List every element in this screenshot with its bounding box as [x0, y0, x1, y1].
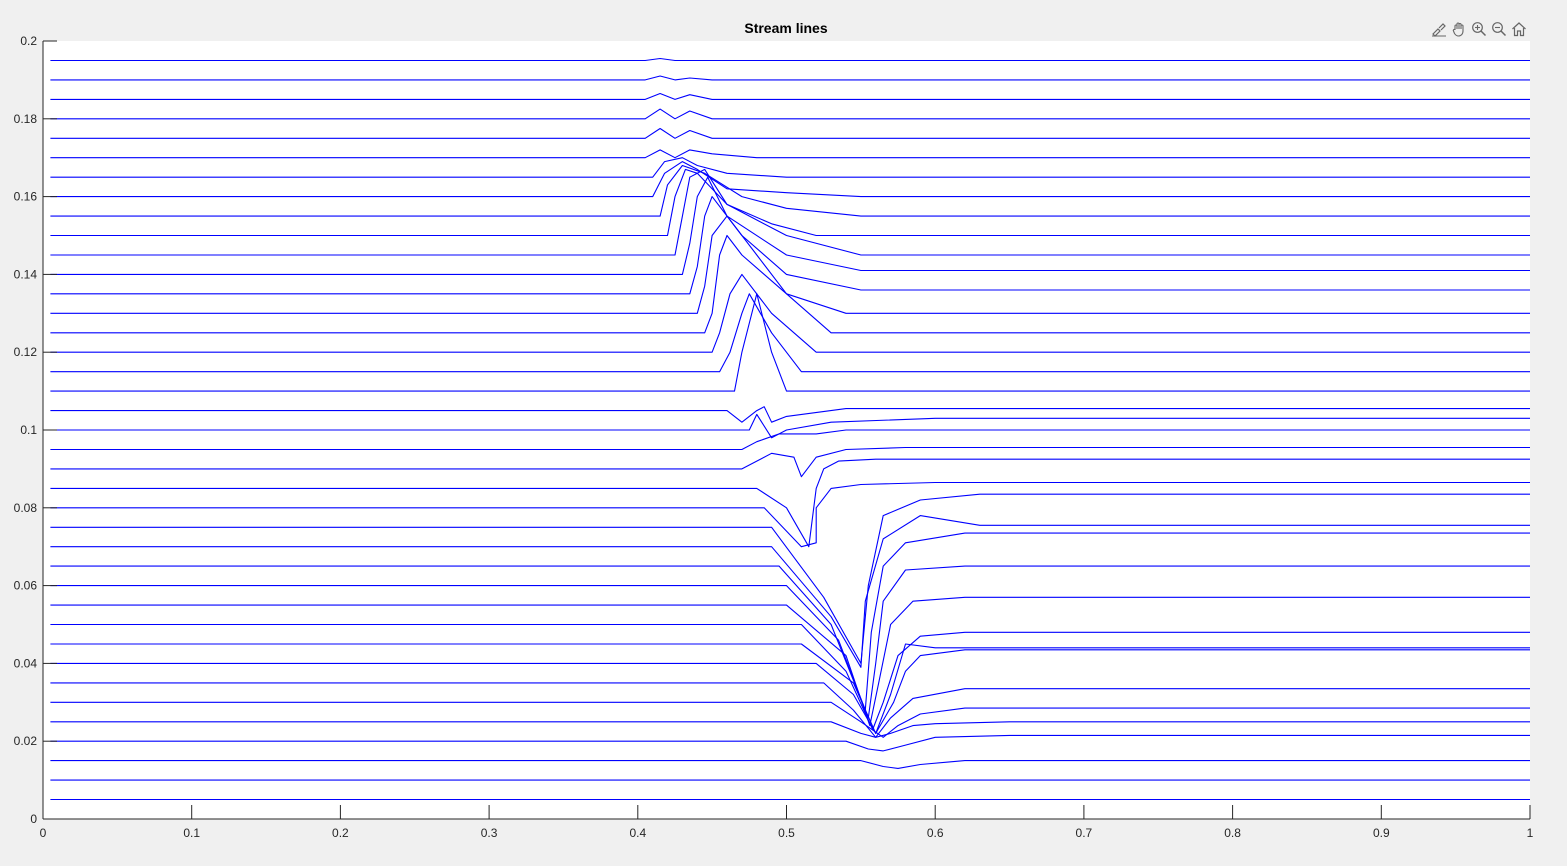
x-tick-label: 0.2: [332, 826, 349, 840]
stream-line-23: [50, 273, 1530, 353]
y-tick-label: 0.1: [20, 423, 37, 437]
x-tick-label: 1: [1527, 826, 1534, 840]
y-tick-label: 0.16: [14, 190, 38, 204]
home-icon[interactable]: [1509, 20, 1528, 39]
pan-hand-icon[interactable]: [1449, 20, 1468, 39]
stream-line-36: [50, 92, 1530, 100]
brush-icon[interactable]: [1429, 20, 1448, 39]
stream-line-20: [50, 406, 1530, 423]
stream-line-11: [50, 565, 1530, 719]
axes-toolbar: [1429, 19, 1528, 39]
y-tick-label: 0: [30, 812, 37, 826]
stream-line-37: [50, 75, 1530, 81]
stream-line-26: [50, 196, 1530, 295]
stream-line-31: [50, 161, 1530, 198]
stream-line-13: [50, 515, 1530, 668]
stream-line-8: [50, 643, 1530, 734]
stream-line-7: [50, 649, 1530, 734]
x-tick-label: 0.6: [927, 826, 944, 840]
y-tick-label: 0.12: [14, 345, 38, 359]
chart-title: Stream lines: [744, 20, 827, 36]
zoom-in-icon[interactable]: [1469, 20, 1488, 39]
stream-line-15: [50, 481, 1530, 548]
stream-line-14: [50, 493, 1530, 664]
x-tick-label: 0.9: [1373, 826, 1390, 840]
stream-line-27: [50, 176, 1530, 275]
stream-line-29: [50, 168, 1530, 237]
y-tick-label: 0.14: [14, 267, 38, 281]
stream-line-16: [50, 458, 1530, 548]
stream-line-10: [50, 596, 1530, 727]
series-layer: [50, 57, 1530, 801]
stream-line-6: [50, 682, 1530, 738]
y-tick-label: 0.08: [14, 501, 38, 515]
stream-line-24: [50, 234, 1530, 334]
stream-line-28: [50, 168, 1530, 256]
x-tick-label: 0.1: [183, 826, 200, 840]
y-tick-label: 0.06: [14, 579, 38, 593]
stream-line-17: [50, 446, 1530, 478]
stream-line-9: [50, 623, 1530, 731]
stream-line-22: [50, 293, 1530, 373]
x-tick-label: 0.7: [1076, 826, 1093, 840]
stream-line-38: [50, 57, 1530, 62]
stream-line-33: [50, 149, 1530, 159]
stream-line-12: [50, 532, 1530, 711]
stream-line-5: [50, 701, 1530, 738]
stream-line-2: [50, 760, 1530, 769]
x-tick-label: 0.3: [481, 826, 498, 840]
y-tick-label: 0.18: [14, 112, 38, 126]
stream-line-18: [50, 429, 1530, 451]
stream-line-4: [50, 721, 1530, 738]
stream-line-32: [50, 157, 1530, 178]
stream-line-34: [50, 127, 1530, 139]
x-tick-label: 0.5: [778, 826, 795, 840]
stream-line-19: [50, 413, 1530, 439]
y-tick-label: 0.04: [14, 656, 38, 670]
zoom-out-icon[interactable]: [1489, 20, 1508, 39]
x-tick-label: 0.8: [1224, 826, 1241, 840]
y-tick-label: 0.02: [14, 734, 38, 748]
x-tick-label: 0: [40, 826, 47, 840]
y-tick-label: 0.2: [20, 34, 37, 48]
stream-line-35: [50, 108, 1530, 120]
stream-line-3: [50, 734, 1530, 752]
stream-line-30: [50, 164, 1530, 217]
axes-layer: 0 0.1 0.2 0.3 0.4 0.5 0.6 0.7 0.8 0.9 1 0 0.02 0.04 0.…: [14, 34, 1534, 840]
x-tick-label: 0.4: [629, 826, 646, 840]
